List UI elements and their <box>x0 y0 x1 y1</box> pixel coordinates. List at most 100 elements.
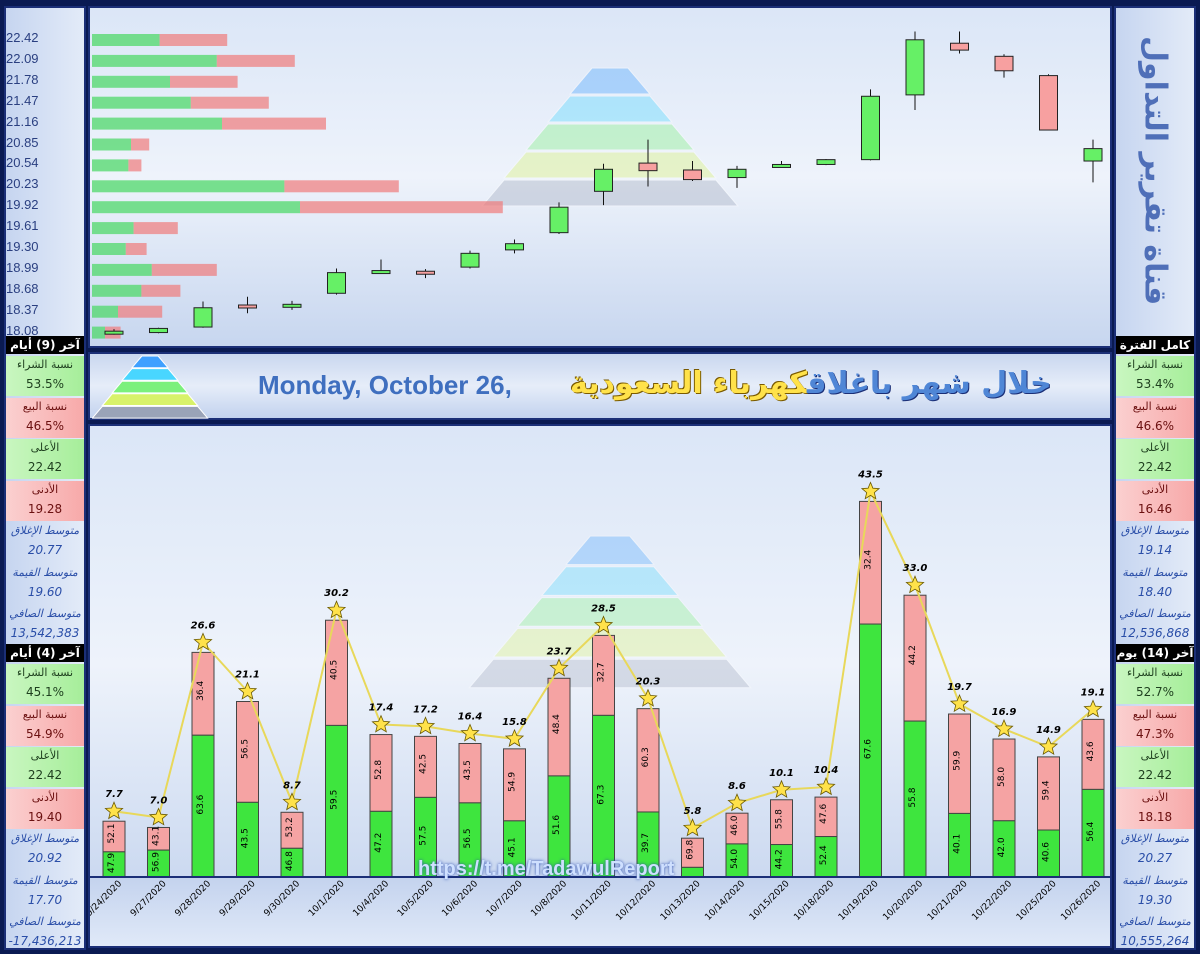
price-axis-label: 20.54 <box>6 155 39 171</box>
total-star-marker <box>949 693 970 713</box>
pyramid-layer <box>502 151 718 179</box>
sell-pct-label: 46.0 <box>730 815 740 835</box>
sell-pct-label: 53.2 <box>285 817 295 837</box>
stat-cell: الأعلى 22.42 <box>6 439 84 479</box>
candle-body <box>727 168 747 179</box>
pyramid-layer <box>92 405 209 419</box>
date-tick-label: 10/1/2020 <box>307 879 347 919</box>
sell-pct-label: 48.4 <box>552 714 562 734</box>
candle-body <box>460 252 480 268</box>
price-axis-label: 19.61 <box>6 218 39 234</box>
date-tick-label: 9/29/2020 <box>218 879 258 919</box>
channel-name: قناة تقرير التداول <box>1137 36 1173 306</box>
stat-label: متوسط الصافي <box>1119 607 1191 620</box>
buy-pct-label: 42.0 <box>997 837 1007 857</box>
candle-body <box>816 159 836 165</box>
volume-profile-buy <box>92 222 134 235</box>
candle-body <box>149 327 168 334</box>
sell-pct-label: 59.9 <box>953 750 963 770</box>
buy-pct-label: 56.9 <box>152 852 162 872</box>
stat-cell: متوسط الصافي 13,542,383 <box>6 605 84 645</box>
stat-cell: متوسط الصافي 12,536,868 <box>1116 605 1194 645</box>
title-company: كهرباء السعودية <box>570 366 807 401</box>
candle-body <box>1039 75 1058 131</box>
price-axis-label: 22.42 <box>6 30 39 45</box>
sell-pct-label: 42.5 <box>419 754 429 774</box>
stat-cell: نسبة البيع 47.3% <box>1116 705 1194 746</box>
candlestick-chart <box>92 31 1103 339</box>
stat-label: الأدنى <box>1141 482 1169 496</box>
stat-label: نسبة البيع <box>22 399 68 413</box>
total-value-label: 15.8 <box>502 717 527 728</box>
stat-value: 20.77 <box>27 543 63 557</box>
candle-body <box>104 330 124 335</box>
buy-pct-label: 56.5 <box>463 828 473 848</box>
volume-profile-sell <box>216 54 295 67</box>
total-star-marker <box>593 615 614 634</box>
volume-profile-sell <box>190 96 269 109</box>
volume-profile-buy <box>92 117 222 130</box>
total-star-marker <box>682 818 703 837</box>
total-star-marker <box>860 481 881 500</box>
total-value-label: 8.7 <box>283 780 301 791</box>
price-axis-label: 19.30 <box>6 239 39 254</box>
stat-cell: متوسط الصافي 10,555,264 <box>1116 913 1194 953</box>
date-tick-label: 9/27/2020 <box>129 879 169 919</box>
buy-pct-label: 40.1 <box>953 834 963 854</box>
candle-body <box>549 206 569 234</box>
telegram-url[interactable]: https://t.me/TadawulReport <box>418 858 675 880</box>
total-star-marker <box>549 658 569 677</box>
date-tick-label: 10/13/2020 <box>659 879 703 923</box>
stat-cell: متوسط الإغلاق 20.77 <box>6 522 84 562</box>
stat-label: متوسط القيمة <box>12 565 78 579</box>
buy-pct-label: 43.5 <box>241 828 251 848</box>
total-value-label: 8.6 <box>728 781 746 792</box>
volume-profile-sell <box>133 222 178 235</box>
stat-cell: الأدنى 19.28 <box>6 480 84 521</box>
stat-label: نسبة البيع <box>1132 707 1178 721</box>
sell-pct-label: 32.4 <box>864 549 874 569</box>
price-axis-label: 21.16 <box>6 113 39 129</box>
stat-cell: نسبة الشراء 53.4% <box>1116 356 1194 396</box>
buy-pct-label: 51.6 <box>552 815 562 835</box>
buy-pct-label: 44.2 <box>775 849 785 869</box>
stat-cell: نسبة البيع 46.6% <box>1116 397 1194 438</box>
volume-profile-buy <box>92 201 300 214</box>
candlestick-panel <box>88 6 1112 348</box>
buy-pct-label: 47.2 <box>374 833 384 853</box>
candle-body <box>193 307 213 328</box>
stat-value: 12,536,868 <box>1120 626 1190 640</box>
stat-value: 19.28 <box>27 501 63 516</box>
date-tick-label: 10/26/2020 <box>1059 879 1103 923</box>
stat-label: الأعلى <box>30 749 60 762</box>
volume-profile-sell <box>131 138 150 151</box>
sell-pct-label: 52.1 <box>107 824 117 844</box>
stat-value: 53.5% <box>25 377 65 391</box>
stat-value: 22.42 <box>1137 460 1173 474</box>
stat-cell: متوسط الإغلاق 19.14 <box>1116 522 1194 562</box>
buy-pct-label: 59.5 <box>330 790 340 810</box>
total-value-label: 28.5 <box>591 603 616 614</box>
candle-body <box>416 270 435 275</box>
stat-value: 22.42 <box>27 460 63 474</box>
price-axis-label: 18.99 <box>6 259 39 275</box>
stat-label: الأدنى <box>1141 790 1169 804</box>
pyramid-layer <box>516 597 704 627</box>
date-tick-label: 10/21/2020 <box>926 879 970 923</box>
price-axis-label: 18.08 <box>6 322 39 338</box>
volume-profile-sell <box>300 201 503 214</box>
total-star-marker <box>148 807 169 826</box>
buy-pct-label: 57.5 <box>419 826 429 846</box>
total-value-label: 19.1 <box>1081 687 1106 698</box>
stat-label: متوسط الصافي <box>1119 915 1191 928</box>
pyramid-layer <box>568 67 652 95</box>
candle-body <box>950 42 969 51</box>
candle-body <box>683 169 702 181</box>
sell-pct-label: 69.8 <box>686 839 696 859</box>
date-tick-label: 10/25/2020 <box>1015 879 1059 923</box>
total-value-label: 14.9 <box>1036 725 1061 736</box>
total-value-label: 23.7 <box>547 646 572 657</box>
stat-value: 53.4% <box>1135 377 1175 391</box>
stat-label: نسبة الشراء <box>1126 358 1184 371</box>
pyramid-layer <box>540 566 680 596</box>
